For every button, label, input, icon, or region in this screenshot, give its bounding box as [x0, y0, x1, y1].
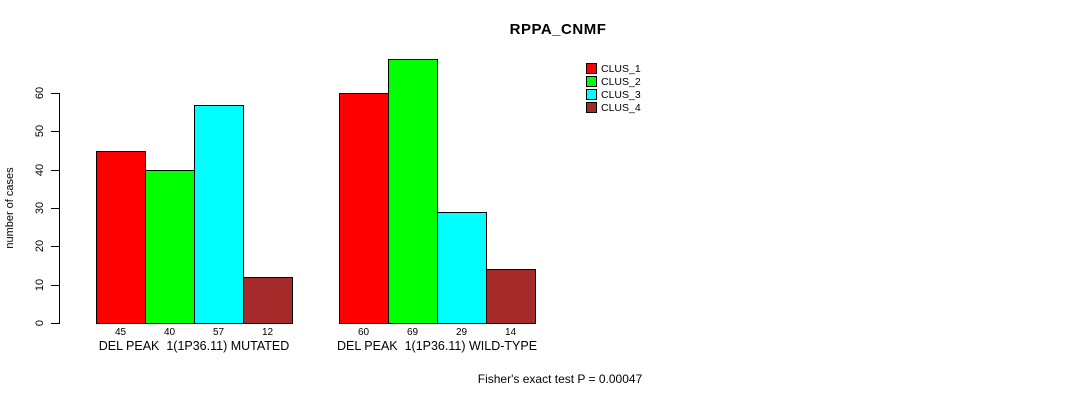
bar-value-label: 29 — [455, 327, 468, 338]
bar-value-label: 69 — [406, 327, 419, 338]
bar — [486, 269, 536, 324]
x-category-label: DEL PEAK 1(1P36.11) WILD-TYPE — [336, 339, 538, 353]
bar-value-label: 45 — [114, 327, 127, 338]
bar — [96, 150, 146, 324]
y-tick — [51, 93, 59, 94]
legend-item: CLUS_2 — [586, 75, 641, 88]
bar — [243, 277, 293, 324]
legend-swatch — [586, 63, 597, 74]
legend-swatch — [586, 89, 597, 100]
y-tick-label: 40 — [34, 163, 46, 176]
y-tick-label: 20 — [34, 240, 46, 253]
bar-value-label: 57 — [212, 327, 225, 338]
y-axis-line — [59, 93, 61, 324]
legend-swatch — [586, 102, 597, 113]
legend-swatch — [586, 76, 597, 87]
y-tick — [51, 284, 59, 286]
y-tick-label: 50 — [34, 125, 46, 138]
bar — [145, 169, 195, 324]
bar — [437, 211, 487, 324]
y-tick — [51, 246, 59, 248]
chart-title: RPPA_CNMF — [509, 21, 607, 38]
legend-label: CLUS_4 — [601, 101, 641, 114]
legend-label: CLUS_3 — [601, 88, 641, 101]
bar — [388, 58, 438, 324]
y-tick-label: 0 — [34, 319, 46, 327]
y-axis-label: number of cases — [4, 167, 16, 249]
y-tick-label: 30 — [34, 201, 46, 215]
y-tick — [51, 323, 59, 324]
bar-value-label: 60 — [357, 327, 370, 338]
annotation-text: Fisher's exact test P = 0.00047 — [477, 372, 643, 386]
bar-value-label: 12 — [261, 327, 274, 338]
y-tick — [51, 131, 59, 133]
legend: CLUS_1 CLUS_2 CLUS_3 CLUS_4 — [586, 62, 641, 114]
x-category-label: DEL PEAK 1(1P36.11) MUTATED — [98, 339, 290, 353]
legend-item: CLUS_4 — [586, 101, 641, 114]
bar-value-label: 14 — [504, 327, 517, 338]
legend-item: CLUS_3 — [586, 88, 641, 101]
legend-item: CLUS_1 — [586, 62, 641, 75]
bar — [194, 104, 244, 324]
bar — [339, 93, 389, 324]
bar-value-label: 40 — [163, 327, 176, 338]
y-tick-label: 60 — [34, 86, 46, 100]
y-tick — [51, 208, 59, 209]
y-tick-label: 10 — [34, 278, 46, 291]
legend-label: CLUS_1 — [601, 62, 641, 75]
y-tick — [51, 169, 59, 171]
legend-label: CLUS_2 — [601, 75, 641, 88]
